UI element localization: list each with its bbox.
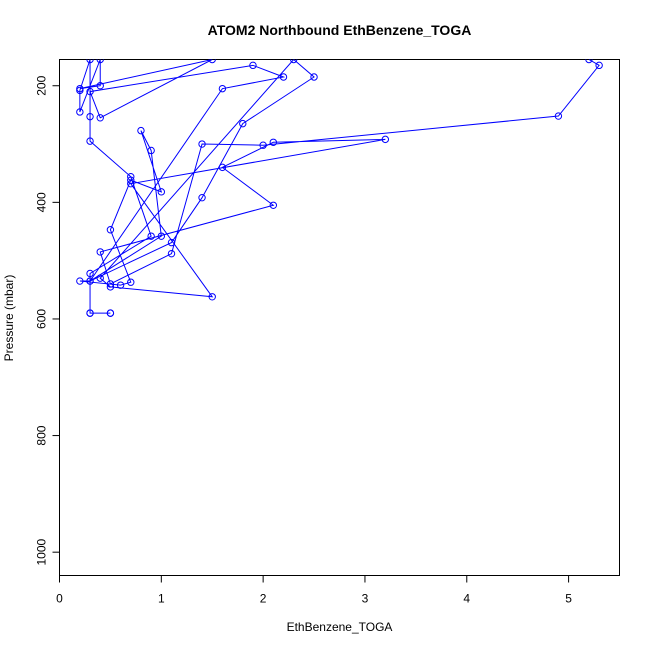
data-point	[127, 176, 135, 184]
data-point	[86, 137, 94, 145]
data-point	[106, 226, 115, 234]
y-tick-label: 400	[35, 192, 49, 212]
data-point	[96, 274, 104, 282]
data-point	[167, 249, 176, 258]
data-point	[96, 82, 104, 90]
data-point	[259, 141, 267, 149]
x-tick-label: 1	[158, 592, 165, 606]
data-point	[208, 293, 216, 301]
data-point	[167, 238, 176, 247]
x-axis-label: EthBenzene_TOGA	[287, 620, 393, 634]
data-point	[289, 59, 298, 64]
data-point	[127, 179, 135, 188]
data-point	[96, 59, 104, 64]
y-axis-label: Pressure (mbar)	[2, 275, 16, 362]
data-point	[595, 61, 603, 70]
data-point	[76, 108, 84, 116]
data-point	[96, 114, 104, 122]
data-point	[218, 163, 227, 172]
data-point	[269, 138, 278, 146]
data-point	[127, 172, 135, 181]
y-tick-label: 200	[35, 75, 49, 95]
data-point	[137, 126, 145, 135]
data-point	[218, 84, 227, 93]
y-tick-label: 800	[35, 425, 49, 445]
y-tick-label: 600	[35, 309, 49, 329]
data-point	[269, 201, 278, 209]
data-point	[106, 309, 115, 317]
data-point	[381, 135, 390, 144]
data-point	[249, 61, 257, 70]
data-point	[585, 59, 593, 64]
data-point	[157, 232, 166, 240]
data-point	[86, 87, 94, 96]
data-point	[147, 232, 155, 240]
data-point	[554, 112, 563, 120]
data-point	[86, 112, 94, 121]
data-point	[86, 269, 94, 278]
data-point	[198, 140, 206, 148]
data-point	[76, 84, 84, 93]
data-point	[157, 188, 166, 196]
y-axis: 200 400 600 800 1000	[35, 75, 60, 566]
data-point	[310, 73, 318, 81]
x-axis: 0 1 2 3 4 5	[56, 575, 572, 606]
chart-title: ATOM2 Northbound EthBenzene_TOGA	[208, 22, 472, 38]
data-point	[116, 281, 125, 289]
data-point	[106, 280, 115, 288]
data-point	[76, 277, 84, 285]
data-point	[127, 278, 135, 286]
series-group	[76, 59, 603, 317]
data-series	[76, 59, 603, 317]
data-point	[96, 248, 104, 256]
x-tick-label: 3	[362, 592, 369, 606]
data-point	[86, 59, 94, 64]
x-tick-label: 5	[565, 592, 572, 606]
data-point	[106, 283, 115, 291]
data-point	[239, 119, 247, 128]
x-tick-label: 2	[260, 592, 267, 606]
data-point	[86, 277, 94, 285]
x-tick-label: 0	[56, 592, 63, 606]
data-point	[147, 146, 155, 155]
x-tick-label: 4	[463, 592, 470, 606]
data-point	[86, 309, 94, 317]
series-line	[79, 59, 600, 314]
data-point	[208, 59, 216, 64]
data-point	[198, 193, 206, 202]
data-point	[279, 73, 288, 81]
y-tick-label: 1000	[35, 539, 49, 566]
